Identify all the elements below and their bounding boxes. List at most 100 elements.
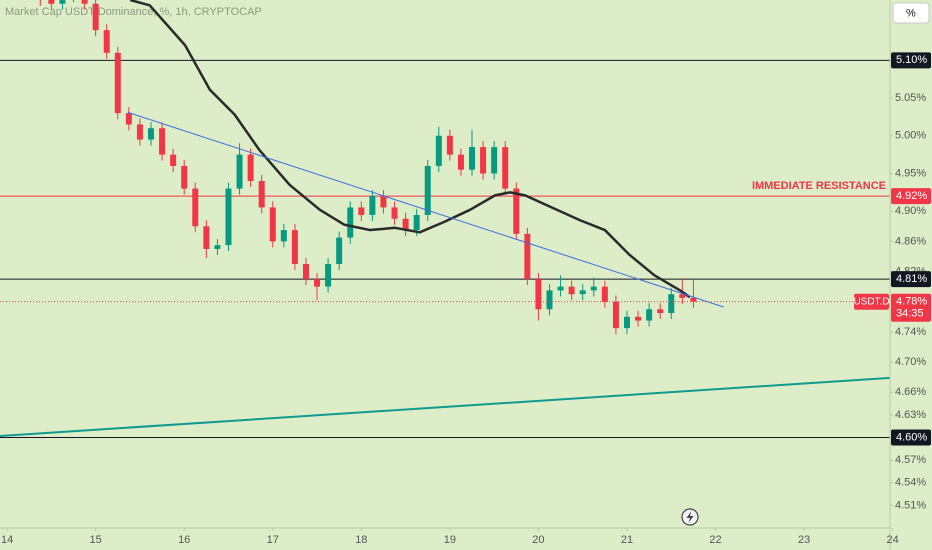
candle-body xyxy=(557,286,564,291)
symbol-tag xyxy=(854,293,889,310)
candle-body xyxy=(136,124,143,140)
x-tick-label: 21 xyxy=(621,534,633,546)
level-tag xyxy=(891,271,931,288)
countdown-label: 34:35 xyxy=(896,308,924,320)
candle-body xyxy=(623,316,630,329)
level-tag xyxy=(891,429,931,446)
level-tag xyxy=(891,188,931,205)
candle-body xyxy=(236,154,243,189)
y-tick-label: 4.74% xyxy=(895,326,926,338)
candle-body xyxy=(457,154,464,170)
candle-body xyxy=(81,0,88,4)
level-label: 4.92% xyxy=(896,190,927,202)
unit-button[interactable] xyxy=(892,2,930,24)
candle-body xyxy=(590,286,597,291)
x-tick-label: 15 xyxy=(90,534,102,546)
candle-body xyxy=(480,147,487,174)
y-tick-label: 4.70% xyxy=(895,356,926,368)
candle-body xyxy=(424,165,431,215)
candle-body xyxy=(59,0,66,4)
level-label: 5.10% xyxy=(896,54,927,66)
candle-body xyxy=(170,154,177,166)
x-tick-label: 19 xyxy=(444,534,456,546)
candle-body xyxy=(269,207,276,242)
candle-body xyxy=(258,181,265,208)
candle-body xyxy=(413,214,420,231)
candle-body xyxy=(247,154,254,182)
x-tick-label: 24 xyxy=(887,534,899,546)
x-tick-label: 18 xyxy=(355,534,367,546)
candle-body xyxy=(125,113,132,125)
candle-body xyxy=(380,196,387,208)
candle-body xyxy=(601,286,608,302)
candle-body xyxy=(203,226,210,249)
candle-body xyxy=(48,0,55,4)
candle-body xyxy=(546,290,553,310)
price-label: 4.78% xyxy=(896,296,927,308)
level-label: 4.60% xyxy=(896,431,927,443)
candle-body xyxy=(147,128,154,140)
candle-body xyxy=(391,207,398,219)
x-tick-label: 17 xyxy=(267,534,279,546)
y-tick-label: 4.90% xyxy=(895,205,926,217)
candle-body xyxy=(325,264,332,287)
y-tick-label: 4.63% xyxy=(895,409,926,421)
candle-body xyxy=(679,294,686,298)
price-tag xyxy=(891,293,931,322)
candle-body xyxy=(280,230,287,242)
unit-label[interactable]: % xyxy=(906,7,916,19)
x-tick-label: 22 xyxy=(709,534,721,546)
candle-body xyxy=(668,294,675,314)
candle-body xyxy=(314,279,321,287)
y-tick-label: 5.00% xyxy=(895,130,926,142)
candle-body xyxy=(225,188,232,246)
y-tick-label: 4.51% xyxy=(895,499,926,511)
overlay-line xyxy=(0,376,890,437)
candle-body xyxy=(347,207,354,238)
candle-body xyxy=(469,147,476,170)
candle-body xyxy=(336,237,343,264)
candle-body xyxy=(579,290,586,295)
candle-body xyxy=(513,188,520,234)
overlay-line xyxy=(129,0,691,299)
candle-body xyxy=(369,196,376,215)
y-tick-label: 4.86% xyxy=(895,235,926,247)
y-tick-label: 4.95% xyxy=(895,167,926,179)
candle-body xyxy=(192,188,199,227)
candle-body xyxy=(612,301,619,329)
candle-body xyxy=(502,147,509,189)
y-tick-label: 5.05% xyxy=(895,92,926,104)
candle-body xyxy=(635,316,642,321)
y-tick-label: 4.66% xyxy=(895,386,926,398)
symbol-label: USDT.D xyxy=(853,296,889,307)
level-label: 4.81% xyxy=(896,273,927,285)
axes xyxy=(0,0,891,550)
overlay-line xyxy=(127,111,724,308)
x-tick-label: 16 xyxy=(178,534,190,546)
candle-body xyxy=(159,128,166,155)
candle-body xyxy=(103,30,110,53)
candle-body xyxy=(524,233,531,280)
candle-body xyxy=(302,264,309,280)
candle-body xyxy=(358,207,365,215)
candle-body xyxy=(402,218,409,231)
axis-labels: 5.05%5.00%4.95%4.90%4.86%4.82%4.74%4.70%… xyxy=(1,52,931,546)
replay-icon[interactable] xyxy=(681,508,699,526)
candle-body xyxy=(646,309,653,321)
candle-body xyxy=(291,230,298,264)
x-tick-label: 14 xyxy=(1,534,13,546)
candle-body xyxy=(446,135,453,155)
x-tick-label: 23 xyxy=(798,534,810,546)
candle-body xyxy=(535,279,542,310)
candle-body xyxy=(214,245,221,249)
level-tag xyxy=(891,52,931,69)
candle-body xyxy=(690,297,697,302)
candle-body xyxy=(491,147,498,174)
y-tick-label: 4.57% xyxy=(895,454,926,466)
candle-body xyxy=(435,135,442,166)
candle-body xyxy=(657,309,664,314)
level-annotation: IMMEDIATE RESISTANCE xyxy=(752,180,886,192)
plot-area xyxy=(0,0,890,438)
